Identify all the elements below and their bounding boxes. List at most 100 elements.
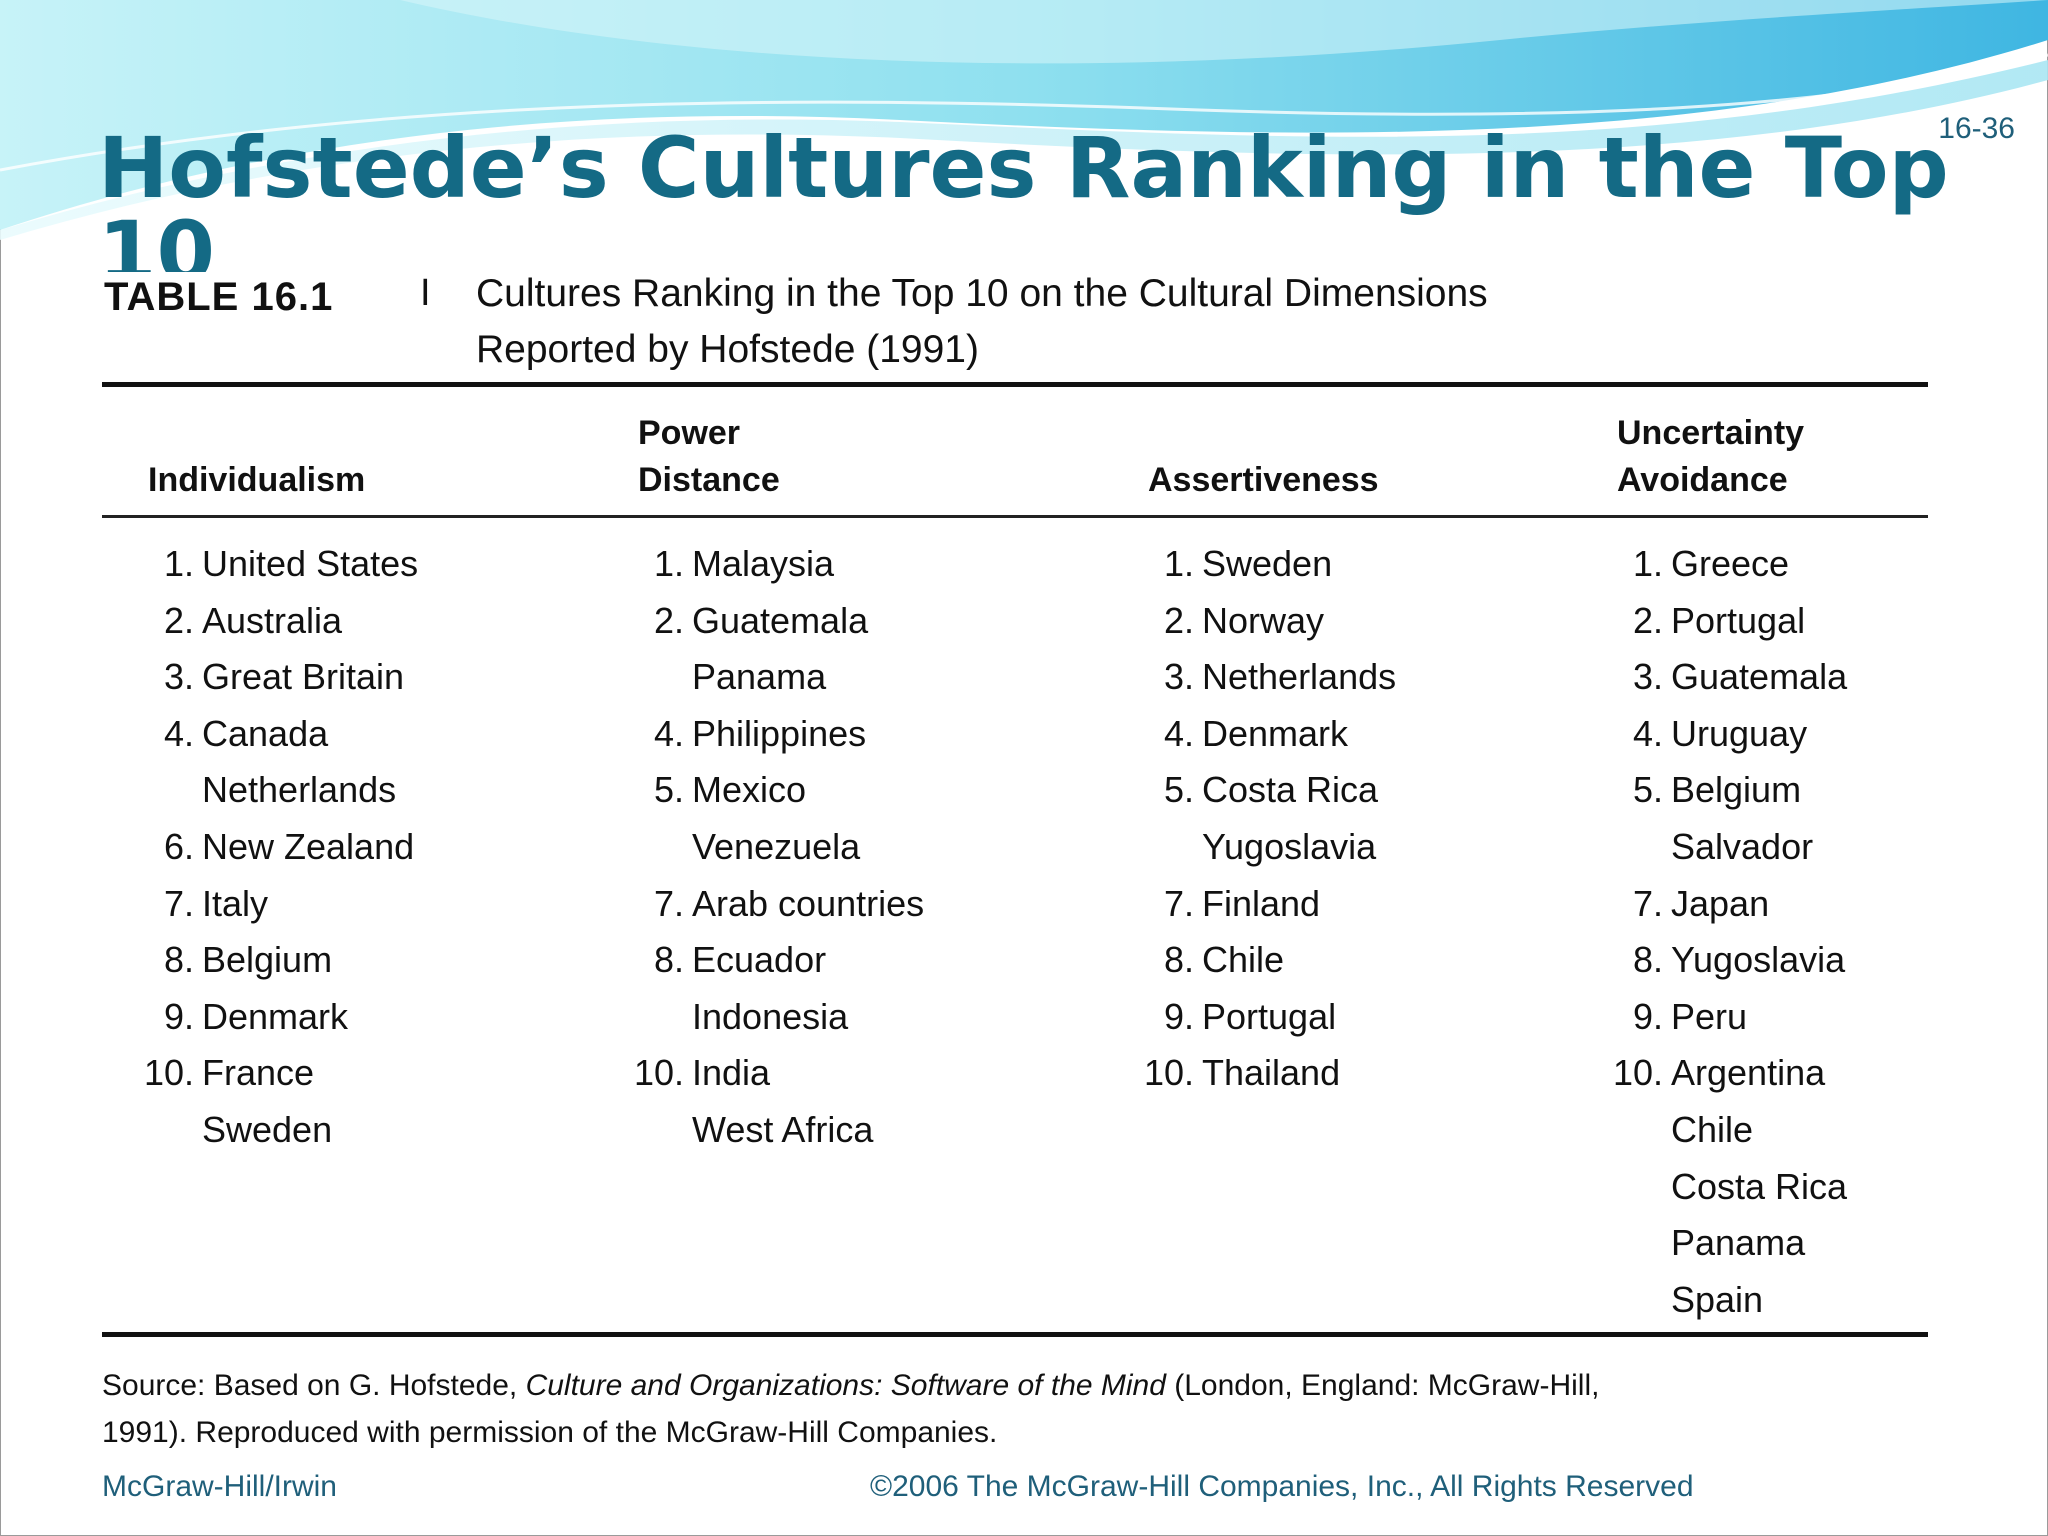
country-name: Yugoslavia [1671,939,1846,981]
country-name: Australia [202,599,343,641]
column-header: Power Distance [638,410,780,504]
rank-number: 4. [653,712,684,754]
country-name: Canada [202,712,329,754]
ranking-item: Spain [1671,1272,1847,1329]
country-name: Peru [1671,995,1748,1037]
ranking-item: 8. Yugoslavia [1633,932,1847,989]
ranking-item: 6. New Zealand [164,819,418,876]
country-name: Ecuador [692,939,827,981]
slide-title: Hofstede’s Cultures Ranking in the Top 1… [98,119,1949,301]
rank-number: 2. [1632,599,1663,641]
rank-number: 9. [163,995,194,1037]
ranking-item: Yugoslavia [1202,819,1396,876]
country-name: Netherlands [202,769,397,811]
column-items: 1. Greece 2. Portugal 3. Guatemala 4. Uruguay 5.… [1613,536,1847,1329]
rank-number: 5. [1163,769,1194,811]
rank-number: 7. [163,882,194,924]
source-prefix: Source: Based on G. Hofstede, [102,1369,526,1402]
ranking-item: Salvador [1671,819,1847,876]
rank-number: 3. [1632,656,1663,698]
rank-number: 6. [163,825,194,867]
country-name: Guatemala [692,599,869,641]
column-header: Assertiveness [1148,410,1379,504]
ranking-item: 3. Great Britain [164,649,418,706]
country-name: Mexico [692,769,807,811]
rank-number: 1. [163,543,194,584]
ranking-item: Costa Rica [1671,1159,1847,1216]
table-column: Power Distance 1. Malaysia 2. Guatemala Panama… [634,410,924,1150]
ranking-item: 8. Ecuador [654,932,924,989]
country-name: Malaysia [692,543,835,584]
rank-number: 2. [653,599,684,641]
rank-number: 3. [1163,656,1194,698]
ranking-item: 10. Argentina [1613,1045,1847,1102]
country-name: Yugoslavia [1202,825,1377,867]
caption-line-2: Reported by Hofstede (1991) [476,328,979,371]
ranking-item: 4. Denmark [1164,706,1396,763]
country-name: Spain [1671,1278,1764,1320]
country-name: Argentina [1671,1052,1826,1094]
table-column: Assertiveness 1. Sweden 2. Norway 3. Netherlan… [1144,410,1396,1093]
rank-number: 9. [1632,995,1663,1037]
rank-number: 3. [163,656,194,698]
rank-number: 10. [143,1052,194,1094]
country-name: Chile [1202,939,1285,981]
country-name: Costa Rica [1202,769,1379,811]
ranking-item: 2. Norway [1164,593,1396,650]
ranking-item: 9. Denmark [164,989,418,1046]
country-name: Chile [1671,1108,1754,1150]
country-name: Philippines [692,712,867,754]
column-header-line-2: Distance [638,461,780,499]
ranking-item: 1. United States [164,536,419,593]
ranking-item: Panama [692,649,924,706]
ranking-item: West Africa [692,1102,924,1159]
rank-number: 4. [1632,712,1663,754]
country-name: Japan [1671,882,1770,924]
ranking-item: 9. Portugal [1164,989,1396,1046]
column-header-line-1: Uncertainty [1617,414,1805,452]
rank-number: 2. [163,599,194,641]
ranking-item: 4. Uruguay [1633,706,1847,763]
country-name: Indonesia [692,995,849,1037]
table-source-note: Source: Based on G. Hofstede, Culture an… [102,1362,1942,1456]
ranking-item: 7. Arab countries [654,876,924,933]
rank-number: 5. [1632,769,1663,811]
country-name: Greece [1671,543,1790,584]
source-line-2: 1991). Reproduced with permission of the… [102,1416,998,1449]
country-name: Salvador [1671,825,1814,867]
country-name: Italy [202,882,269,924]
column-header-line-1: Power [638,414,741,452]
rank-number: 8. [1163,939,1194,981]
country-name: Netherlands [1202,656,1397,698]
rank-number: 7. [1632,882,1663,924]
country-name: West Africa [692,1108,874,1150]
ranking-item: Sweden [202,1102,418,1159]
footer-publisher: McGraw-Hill/Irwin [102,1470,337,1503]
table-header-rule [102,515,1928,518]
ranking-item: 5. Costa Rica [1164,762,1396,819]
column-items: 1. Sweden 2. Norway 3. Netherlands 4. Denmark 5.… [1144,536,1397,1102]
country-name: New Zealand [202,825,415,867]
country-name: Finland [1202,882,1321,924]
country-name: Uruguay [1671,712,1808,754]
column-items: 1. Malaysia 2. Guatemala Panama 4. Philippines… [634,536,924,1159]
country-name: United States [202,543,419,584]
ranking-item: 3. Netherlands [1164,649,1397,706]
ranking-item: 2. Australia [164,593,418,650]
rank-number: 9. [1163,995,1194,1037]
caption-line-1: Cultures Ranking in the Top 10 on the Cu… [476,272,1488,315]
ranking-item: 5. Belgium [1633,762,1847,819]
rank-number: 10. [633,1052,684,1094]
ranking-item: 1. Greece [1633,536,1847,593]
footer-copyright: ©2006 The McGraw-Hill Companies, Inc., A… [870,1470,1694,1503]
country-name: Portugal [1671,599,1806,641]
rank-number: 5. [653,769,684,811]
ranking-item: 7. Finland [1164,876,1396,933]
ranking-item: 10. India [634,1045,924,1102]
table-label: TABLE 16.1 [104,275,334,319]
table-top-rule [102,382,1928,387]
ranking-item: 10. Thailand [1144,1045,1396,1102]
country-name: Portugal [1202,995,1337,1037]
column-header: Uncertainty Avoidance [1617,410,1804,504]
rank-number: 2. [1163,599,1194,641]
